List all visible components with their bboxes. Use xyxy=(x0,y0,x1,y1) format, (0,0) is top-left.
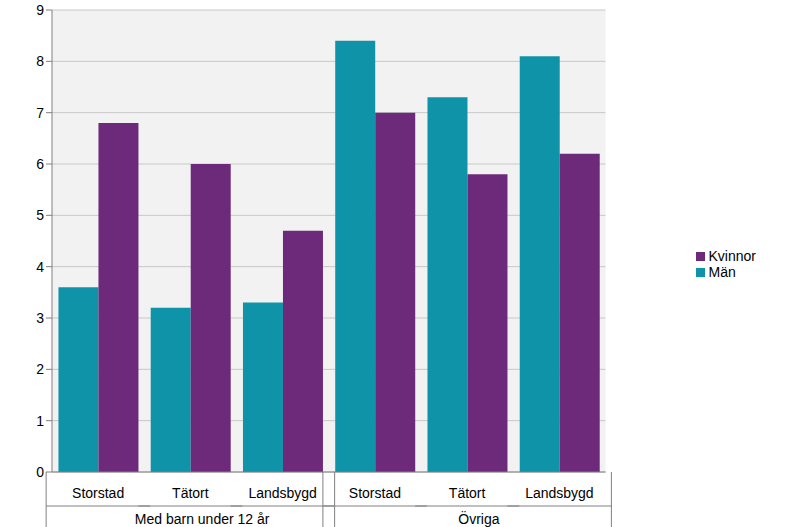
svg-text:Landsbygd: Landsbygd xyxy=(525,485,594,501)
html-text:Män: Män xyxy=(708,263,736,280)
svg-text:7: 7 xyxy=(36,105,44,121)
svg-text:2: 2 xyxy=(36,361,44,377)
svg-text:8: 8 xyxy=(36,53,44,69)
svg-text:4: 4 xyxy=(36,259,44,275)
svg-text:5: 5 xyxy=(36,207,44,223)
svg-text:9: 9 xyxy=(36,2,44,18)
html-text:Kvinnor: Kvinnor xyxy=(708,247,756,264)
svg-text:6: 6 xyxy=(36,156,44,172)
svg-text:Storstad: Storstad xyxy=(349,485,401,501)
svg-text:Tätort: Tätort xyxy=(449,485,486,501)
svg-text:Övriga: Övriga xyxy=(458,510,499,527)
svg-text:1: 1 xyxy=(36,413,44,429)
svg-text:Med barn under 12 år: Med barn under 12 år xyxy=(135,511,270,527)
svg-text:0: 0 xyxy=(36,464,44,480)
svg-text:3: 3 xyxy=(36,310,44,326)
svg-text:Tätort: Tätort xyxy=(172,485,209,501)
svg-text:Storstad: Storstad xyxy=(72,485,124,501)
svg-text:Landsbygd: Landsbygd xyxy=(248,485,317,501)
